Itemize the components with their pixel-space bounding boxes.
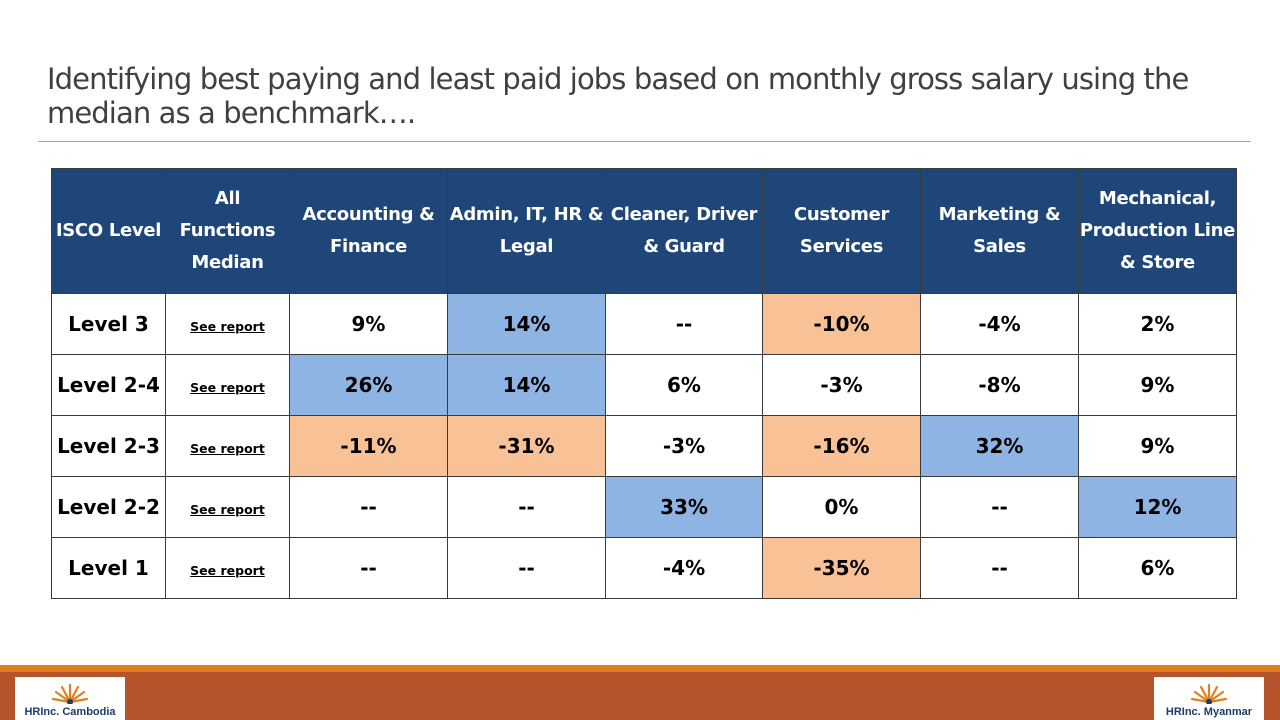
header-mechanical-production-store: Mechanical, Production Line & Store [1078, 168, 1237, 294]
table-row: Level 2-2 See report -- -- 33% 0% -- 12% [51, 476, 1237, 538]
table-row: Level 2-3 See report -11% -31% -3% -16% … [51, 415, 1237, 477]
value-cell: -10% [762, 293, 921, 355]
see-report-cell: See report [165, 415, 290, 477]
value-cell: -- [447, 476, 606, 538]
value-cell: 0% [762, 476, 921, 538]
value-cell: -- [447, 537, 606, 599]
level-label: Level 2-3 [51, 415, 166, 477]
value-cell: -- [920, 537, 1079, 599]
see-report-cell: See report [165, 293, 290, 355]
value-cell: 9% [1078, 415, 1237, 477]
level-label: Level 3 [51, 293, 166, 355]
value-cell: -35% [762, 537, 921, 599]
value-cell: -- [289, 537, 448, 599]
see-report-link[interactable]: See report [190, 441, 265, 456]
see-report-cell: See report [165, 354, 290, 416]
value-cell: 9% [1078, 354, 1237, 416]
header-row: ISCO Level All Functions Median Accounti… [51, 168, 1237, 294]
value-cell: 33% [605, 476, 763, 538]
value-cell: -8% [920, 354, 1079, 416]
value-cell: -- [605, 293, 763, 355]
value-cell: 2% [1078, 293, 1237, 355]
value-cell: 26% [289, 354, 448, 416]
see-report-link[interactable]: See report [190, 319, 265, 334]
value-cell: 6% [1078, 537, 1237, 599]
value-cell: -- [289, 476, 448, 538]
header-admin-it-hr-legal: Admin, IT, HR & Legal [447, 168, 606, 294]
header-marketing-sales: Marketing & Sales [920, 168, 1079, 294]
header-cleaner-driver-guard: Cleaner, Driver & Guard [605, 168, 763, 294]
hrinc-cambodia-logo: HRInc. Cambodia [15, 677, 125, 720]
header-all-functions-median: All Functions Median [165, 168, 290, 294]
table-row: Level 3 See report 9% 14% -- -10% -4% 2% [51, 293, 1237, 355]
sunburst-icon [1190, 683, 1228, 704]
value-cell: -3% [605, 415, 763, 477]
value-cell: 9% [289, 293, 448, 355]
logo-text: HRInc. Myanmar [1165, 706, 1253, 718]
value-cell: -3% [762, 354, 921, 416]
header-isco-level: ISCO Level [51, 168, 166, 294]
table-row: Level 1 See report -- -- -4% -35% -- 6% [51, 537, 1237, 599]
sunburst-icon [51, 683, 89, 704]
logo-text: HRInc. Cambodia [24, 706, 116, 718]
table-row: Level 2-4 See report 26% 14% 6% -3% -8% … [51, 354, 1237, 416]
level-label: Level 1 [51, 537, 166, 599]
value-cell: -4% [605, 537, 763, 599]
level-label: Level 2-2 [51, 476, 166, 538]
level-label: Level 2-4 [51, 354, 166, 416]
value-cell: 6% [605, 354, 763, 416]
value-cell: -11% [289, 415, 448, 477]
see-report-link[interactable]: See report [190, 502, 265, 517]
salary-comparison-table: ISCO Level All Functions Median Accounti… [51, 168, 1237, 599]
header-accounting-finance: Accounting & Finance [289, 168, 448, 294]
see-report-link[interactable]: See report [190, 380, 265, 395]
value-cell: -- [920, 476, 1079, 538]
value-cell: 14% [447, 354, 606, 416]
value-cell: -4% [920, 293, 1079, 355]
value-cell: 32% [920, 415, 1079, 477]
header-customer-services: Customer Services [762, 168, 921, 294]
see-report-cell: See report [165, 476, 290, 538]
value-cell: 14% [447, 293, 606, 355]
see-report-cell: See report [165, 537, 290, 599]
value-cell: 12% [1078, 476, 1237, 538]
title-divider [38, 141, 1251, 142]
footer-accent-bar [0, 665, 1280, 672]
see-report-link[interactable]: See report [190, 563, 265, 578]
value-cell: -31% [447, 415, 606, 477]
value-cell: -16% [762, 415, 921, 477]
footer-bar [0, 672, 1280, 720]
slide-title: Identifying best paying and least paid j… [47, 62, 1189, 130]
hrinc-myanmar-logo: HRInc. Myanmar [1154, 677, 1264, 720]
